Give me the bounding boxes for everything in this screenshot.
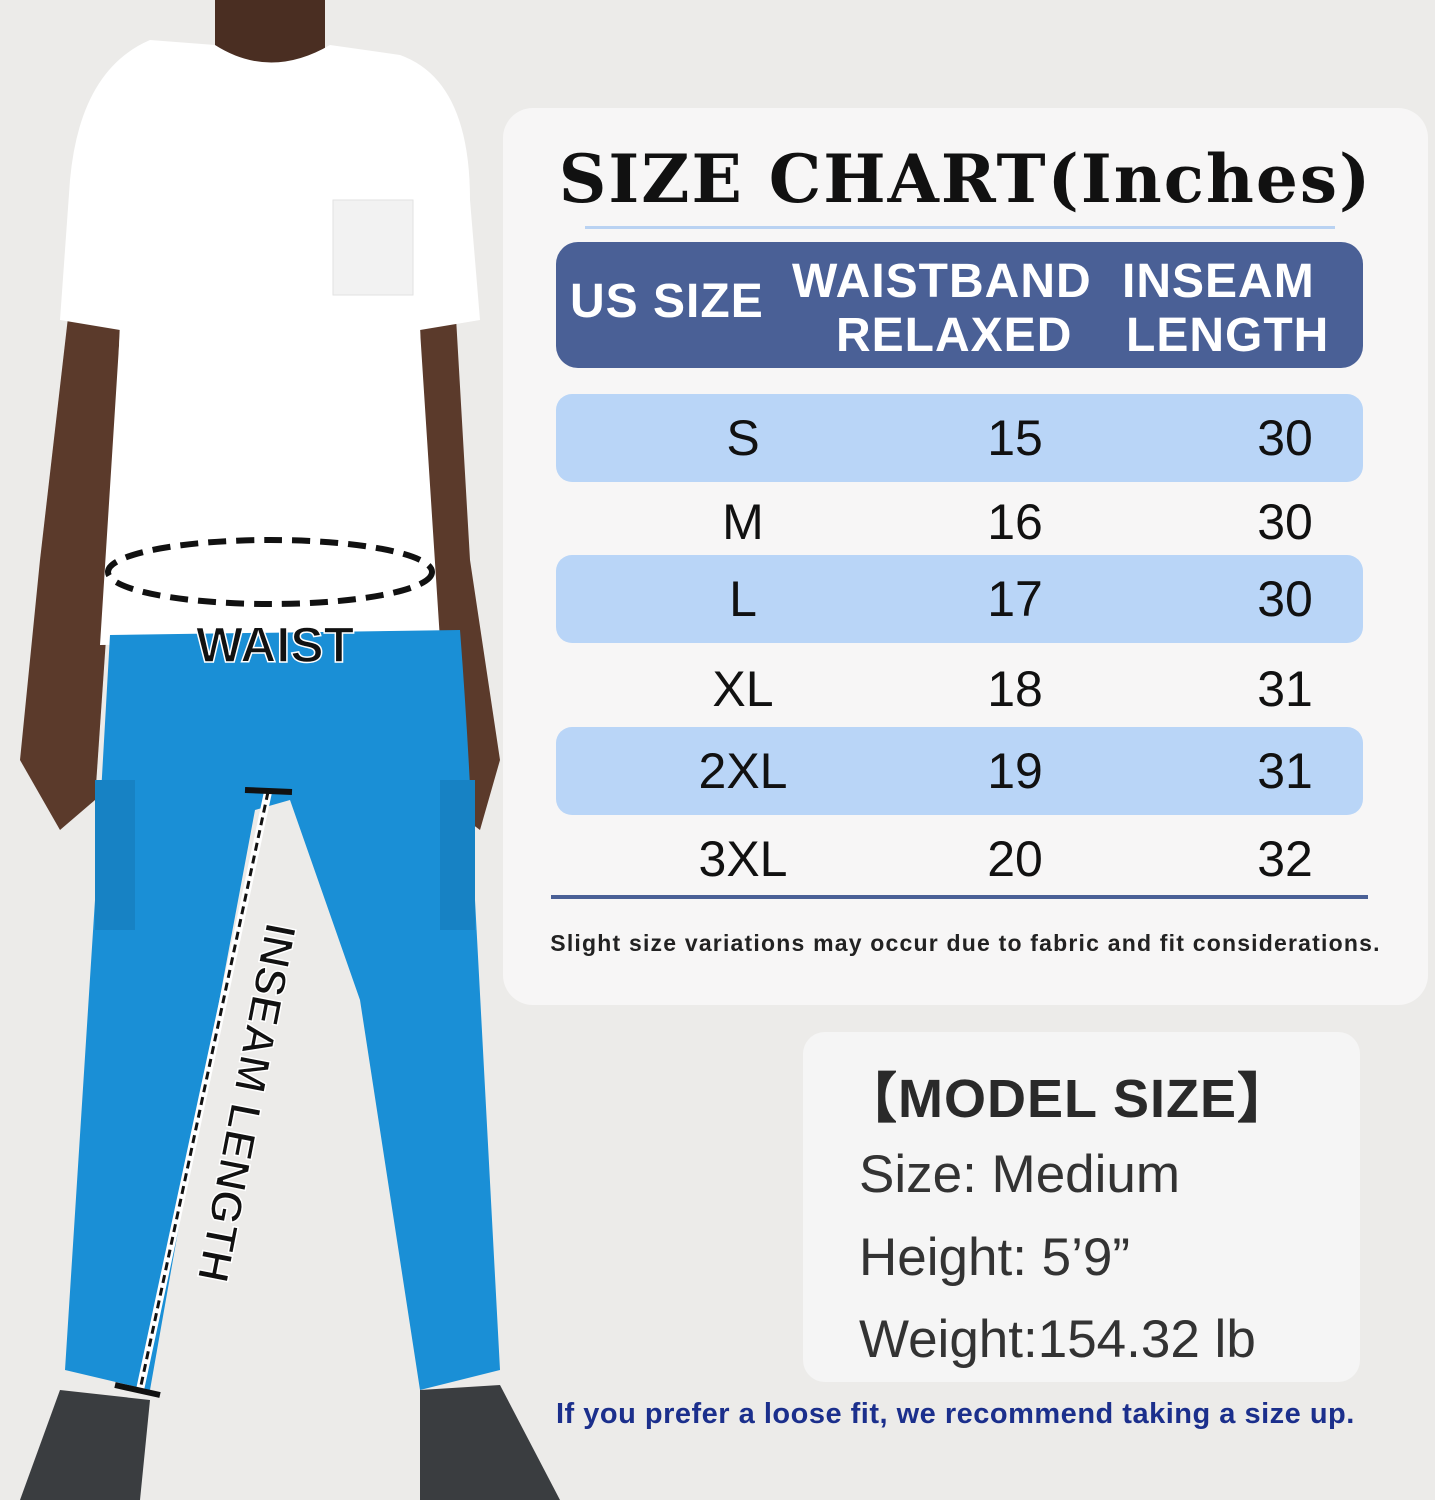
model-weight: Weight:154.32 lb — [859, 1310, 1256, 1369]
right-shoe — [420, 1385, 560, 1500]
cell-inseam: 30 — [1257, 571, 1313, 627]
cell-waistband: 20 — [987, 831, 1043, 887]
left-arm — [20, 300, 120, 830]
shirt-pocket — [332, 199, 414, 296]
cargo-pocket-left — [95, 780, 135, 930]
cell-waistband: 18 — [987, 661, 1043, 717]
table-row: 2XL 19 31 — [556, 727, 1363, 815]
inseam-top-cap — [244, 787, 293, 795]
waist-measure-line — [105, 537, 435, 607]
header-inseam-line1: INSEAM — [1122, 255, 1315, 308]
cell-waistband: 16 — [987, 494, 1043, 550]
model-size-card: 【MODEL SIZE】 Size: Medium Height: 5’9” W… — [803, 1032, 1360, 1382]
cell-waistband: 19 — [987, 743, 1043, 799]
cell-inseam: 31 — [1257, 743, 1313, 799]
cell-size: 2XL — [698, 743, 788, 799]
size-variation-note: Slight size variations may occur due to … — [550, 930, 1381, 956]
title-underline — [585, 226, 1335, 229]
table-bottom-rule — [551, 895, 1368, 899]
header-inseam-line2: LENGTH — [1126, 309, 1330, 362]
waist-label: WAIST — [196, 617, 354, 673]
t-shirt — [60, 40, 480, 645]
header-waistband-line1: WAISTBAND — [792, 255, 1092, 308]
table-row: M 16 30 — [556, 478, 1363, 566]
table-row: S 15 30 — [556, 394, 1363, 482]
model-figure: WAIST INSEAM LENGTH — [20, 0, 560, 1500]
cell-size: XL — [712, 661, 774, 717]
table-row: 3XL 20 32 — [556, 815, 1363, 903]
cell-inseam: 32 — [1257, 831, 1313, 887]
cell-size: S — [726, 410, 760, 466]
jogger-pants — [65, 630, 500, 1390]
size-chart-card: SIZE CHART(Inches) US SIZE WAISTBAND REL… — [503, 108, 1428, 1005]
cell-size: 3XL — [698, 831, 788, 887]
cell-waistband: 17 — [987, 571, 1043, 627]
cell-inseam: 30 — [1257, 410, 1313, 466]
cell-inseam: 31 — [1257, 661, 1313, 717]
cell-inseam: 30 — [1257, 494, 1313, 550]
fit-recommendation: If you prefer a loose fit, we recommend … — [556, 1398, 1355, 1430]
table-row: L 17 30 — [556, 555, 1363, 643]
model-size-title: 【MODEL SIZE】 — [843, 1069, 1293, 1129]
inseam-bottom-cap — [114, 1382, 161, 1398]
left-shoe — [20, 1390, 150, 1500]
inseam-dash — [138, 791, 270, 1391]
cell-size: M — [722, 494, 764, 550]
model-height: Height: 5’9” — [859, 1228, 1131, 1287]
size-chart-title: SIZE CHART(Inches) — [558, 140, 1373, 218]
table-row: XL 18 31 — [556, 645, 1363, 733]
model-size: Size: Medium — [859, 1145, 1181, 1204]
cell-size: L — [729, 571, 757, 627]
cargo-pocket-right — [440, 780, 475, 930]
header-waistband-line2: RELAXED — [836, 309, 1073, 362]
table-header: US SIZE WAISTBAND RELAXED INSEAM LENGTH — [556, 242, 1363, 368]
cell-waistband: 15 — [987, 410, 1043, 466]
header-us-size: US SIZE — [570, 275, 764, 328]
